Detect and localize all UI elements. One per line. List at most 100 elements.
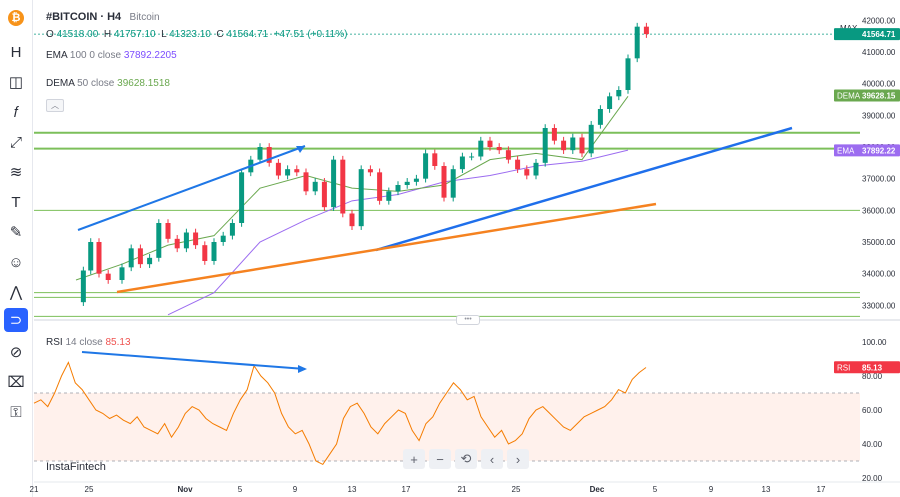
scroll-right-button[interactable]: › <box>507 449 529 469</box>
candle-body <box>303 172 309 192</box>
cross-icon[interactable]: ⤢ <box>9 133 22 151</box>
ema-name: EMA <box>46 50 68 61</box>
chevron-up-icon[interactable]: ︿ <box>46 99 64 112</box>
price-pane <box>34 22 900 321</box>
support-line <box>116 202 657 294</box>
candle-body <box>588 124 594 154</box>
candle-body <box>561 140 567 151</box>
ema-tag-value: 37892.22 <box>862 146 896 155</box>
candle-body <box>294 169 300 173</box>
candle-body <box>202 245 208 261</box>
date-tick-label: 25 <box>512 485 521 494</box>
candle-body <box>128 248 134 268</box>
lock-icon[interactable]: ⚿ <box>10 403 22 421</box>
date-tick-label: Dec <box>590 485 605 494</box>
candle-body <box>478 140 484 157</box>
candle-body <box>505 150 511 160</box>
candle-body <box>524 169 530 176</box>
candle-body <box>533 162 539 176</box>
dema-params: 50 close <box>77 78 115 89</box>
candle-body <box>321 181 327 208</box>
candle-body <box>266 147 272 163</box>
symbol-title: #BITCOIN · H4 <box>46 11 122 23</box>
candle-body <box>105 273 111 280</box>
date-tick-label: 13 <box>762 485 771 494</box>
candle-body <box>404 181 410 185</box>
ruler-icon[interactable]: ✎ <box>9 224 23 241</box>
candle-body <box>340 159 346 214</box>
pattern-icon[interactable]: ⋀ <box>9 284 23 301</box>
text-icon[interactable]: T <box>11 193 21 211</box>
uptrend-line <box>375 126 793 252</box>
date-tick-label: Nov <box>177 485 193 494</box>
rsi-name: RSI <box>46 337 63 348</box>
low-label: L <box>161 29 167 40</box>
candle-body <box>643 26 649 35</box>
dema-name: DEMA <box>46 78 75 89</box>
pane-resize-handle[interactable]: ••• <box>456 315 480 325</box>
reset-button[interactable]: ⟲ <box>455 449 477 469</box>
symbol-legend: #BITCOIN · H4 Bitcoin <box>46 11 160 23</box>
candle-body <box>450 169 456 198</box>
candle-body <box>616 90 622 97</box>
candle-body <box>441 166 447 198</box>
open-label: O <box>46 29 54 40</box>
symbol-name: Bitcoin <box>129 12 160 23</box>
candle-body <box>331 159 337 208</box>
magnet-icon[interactable]: ⊃ <box>4 308 28 332</box>
eye-icon[interactable]: ⊘ <box>9 344 23 361</box>
rsi-params: 14 close <box>65 337 103 348</box>
rsi-tag-label: RSI <box>837 363 850 372</box>
rsi-tick-label: 20.00 <box>862 474 883 483</box>
zoom-out-button[interactable]: − <box>429 449 451 469</box>
arrow-head <box>296 146 305 153</box>
candle-body <box>386 191 392 201</box>
dema-tag-value: 39628.15 <box>862 91 896 100</box>
bitcoin-logo-icon[interactable]: ₿ <box>8 10 24 26</box>
cursor-icon[interactable]: ◫ <box>8 74 24 91</box>
candle-body <box>496 147 502 151</box>
price-tick-label: 41000.00 <box>862 48 896 57</box>
candle-body <box>349 213 355 227</box>
candle-body <box>469 156 475 158</box>
candle-body <box>80 270 86 303</box>
price-tick-label: 34000.00 <box>862 270 896 279</box>
rsi-value: 85.13 <box>105 337 131 348</box>
delete-all-icon[interactable]: ⌧ <box>7 374 25 391</box>
rsi-tick-label: 60.00 <box>862 406 883 415</box>
h-key-icon[interactable]: H <box>10 43 22 61</box>
candle-body <box>542 128 548 163</box>
rsi-line <box>33 361 647 466</box>
candle-body <box>459 156 465 170</box>
brush-icon[interactable]: ≋ <box>9 164 23 181</box>
candle-body <box>367 169 373 173</box>
price-tick-label: 36000.00 <box>862 206 896 215</box>
ema-line <box>167 149 629 316</box>
chart-navigation: + − ⟲ ‹ › <box>403 449 529 469</box>
candle-body <box>395 185 401 192</box>
dema-legend[interactable]: DEMA 50 close 39628.1518 <box>46 78 170 89</box>
candle-body <box>220 235 226 242</box>
price-tick-label: 35000.00 <box>862 238 896 247</box>
price-tag-value: 41564.71 <box>862 30 896 39</box>
zoom-in-button[interactable]: + <box>403 449 425 469</box>
candle-body <box>487 140 493 147</box>
price-tag-bg <box>834 28 900 41</box>
rsi-legend[interactable]: RSI 14 close 85.13 <box>46 337 131 348</box>
date-tick-label: 9 <box>293 485 298 494</box>
price-tick-label: 33000.00 <box>862 301 896 310</box>
close-label: C <box>216 29 224 40</box>
candle-body <box>229 223 235 236</box>
emoji-icon[interactable]: ☺ <box>8 253 24 271</box>
high-label: H <box>103 29 112 40</box>
ema-legend[interactable]: EMA 100 0 close 37892.2205 <box>46 50 177 61</box>
rsi-tick-label: 100.00 <box>862 338 887 347</box>
fx-icon[interactable]: 𝑓 <box>13 103 19 121</box>
candle-body <box>358 169 364 227</box>
date-tick-label: 21 <box>30 485 39 494</box>
date-tick-label: 25 <box>85 485 94 494</box>
scroll-left-button[interactable]: ‹ <box>481 449 503 469</box>
candle-body <box>423 153 429 179</box>
close-value: 41564.71 <box>226 29 269 40</box>
